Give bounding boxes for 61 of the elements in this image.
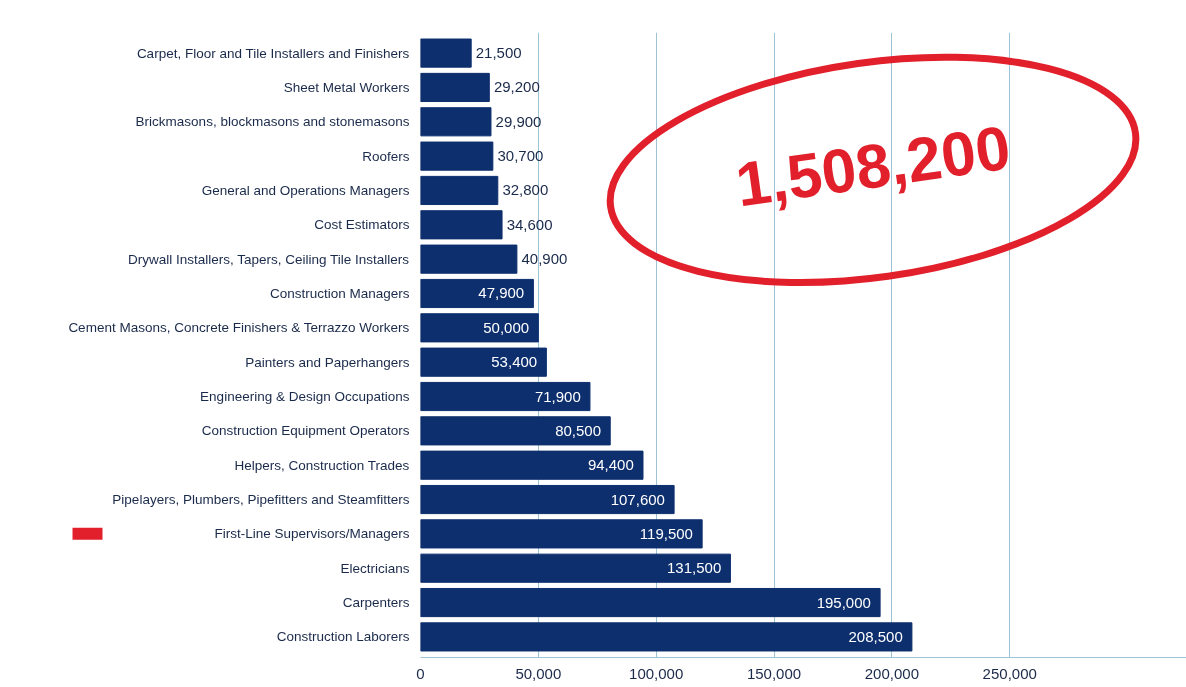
data-label: 80,500: [555, 421, 602, 439]
y-tick-label: Construction Managers: [269, 285, 410, 301]
y-tick-label: Cement Masons, Concrete Finishers & Terrazzo Workers: [68, 320, 410, 336]
y-tick-label: Cost Estimators: [314, 217, 410, 233]
y-tick-label: Drywall Installers, Tapers, Ceiling Tile Installers: [127, 251, 410, 267]
data-label: 29,200: [493, 78, 540, 96]
bar: [420, 107, 492, 137]
data-label: 47,900: [478, 284, 525, 302]
data-label: 71,900: [534, 387, 581, 405]
x-tick-label: 250,000: [982, 664, 1037, 682]
x-tick-label: 200,000: [864, 664, 920, 682]
data-label: 30,700: [497, 147, 544, 165]
y-tick-label: Construction Equipment Operators: [201, 423, 410, 439]
y-tick-label: Painters and Paperhangers: [245, 354, 410, 370]
y-tick-label: General and Operations Managers: [201, 182, 410, 198]
y-tick-label: Sheet Metal Workers: [283, 79, 410, 95]
annotation: 1,508,200: [731, 112, 1015, 220]
x-tick-label: 100,000: [629, 664, 684, 682]
bar: [420, 72, 490, 103]
bar: [420, 416, 611, 446]
x-tick-label: 0: [416, 664, 425, 682]
y-tick-label: Engineering & Design Occupations: [200, 389, 410, 405]
y-tick-label: Brickmasons, blockmasons and stonemasons: [135, 114, 410, 130]
bar: [420, 313, 539, 343]
bar: [420, 141, 494, 171]
bar: [420, 210, 503, 240]
data-label: 21,500: [475, 44, 522, 62]
bar: [420, 553, 731, 583]
y-tick-label: Construction Laborers: [276, 629, 410, 645]
bar: [420, 484, 675, 515]
bar: [420, 519, 703, 549]
data-label: 119,500: [639, 524, 693, 542]
x-tick-label: 50,000: [515, 664, 562, 682]
bar: [420, 278, 534, 309]
data-label: 29,900: [495, 112, 542, 130]
bar: [420, 450, 644, 480]
bar: [420, 381, 591, 412]
bar: [420, 38, 472, 68]
bar: [420, 347, 547, 377]
y-tick-label: Pipelayers, Plumbers, Pipefitters and Steamfitters: [112, 492, 410, 508]
y-tick-label: Helpers, Construction Trades: [234, 457, 410, 473]
data-label: 32,800: [502, 181, 549, 199]
data-label: 107,600: [610, 490, 665, 508]
y-tick-label: Roofers: [362, 148, 410, 164]
bar: [420, 244, 518, 274]
data-label: 208,500: [848, 627, 903, 645]
y-tick-label: First-Line Supervisors/Managers: [214, 526, 410, 542]
data-label: 94,400: [587, 456, 634, 474]
data-label: 34,600: [506, 215, 553, 233]
data-label: 53,400: [491, 353, 538, 371]
data-label: 50,000: [483, 318, 530, 336]
y-tick-label: Carpet, Floor and Tile Installers and Finishers: [136, 45, 410, 61]
bar: [420, 587, 881, 618]
bar: [420, 175, 499, 206]
bar: [420, 622, 913, 652]
data-label: 40,900: [521, 250, 568, 268]
data-label: 195,000: [816, 593, 871, 611]
data-label: 131,500: [667, 559, 722, 577]
x-tick-label: 150,000: [746, 664, 802, 682]
y-tick-label: Carpenters: [342, 595, 410, 611]
y-tick-label: Electricians: [340, 560, 410, 576]
